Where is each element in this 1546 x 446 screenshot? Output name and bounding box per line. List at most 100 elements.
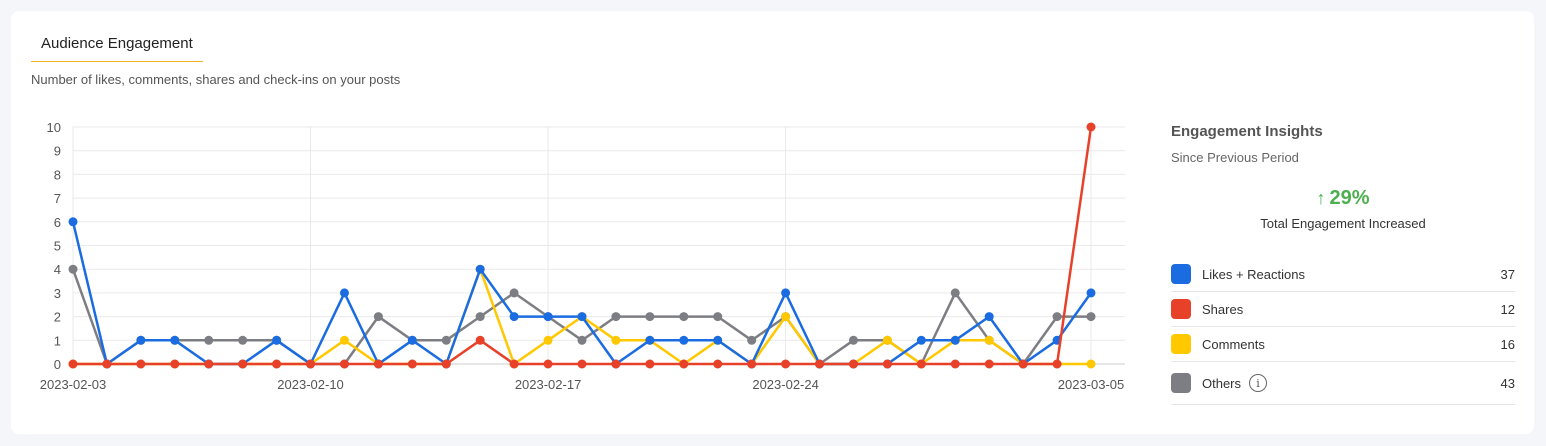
y-tick-label: 8 bbox=[54, 167, 61, 182]
legend-swatch-shares bbox=[1171, 299, 1191, 319]
data-point-others bbox=[441, 335, 451, 345]
data-point-likes-reactions bbox=[781, 288, 791, 298]
data-point-shares bbox=[1086, 122, 1096, 132]
y-tick-label: 5 bbox=[54, 239, 61, 254]
legend-value-others: 43 bbox=[1500, 375, 1515, 391]
data-point-others bbox=[713, 312, 723, 322]
engagement-change: ↑ 29% bbox=[1171, 187, 1515, 210]
data-point-shares bbox=[509, 359, 519, 369]
y-tick-label: 4 bbox=[54, 262, 61, 277]
data-point-shares bbox=[916, 359, 926, 369]
data-point-others bbox=[848, 335, 858, 345]
data-point-others bbox=[577, 335, 587, 345]
data-point-shares bbox=[272, 359, 282, 369]
data-point-likes-reactions bbox=[272, 335, 282, 345]
data-point-likes-reactions bbox=[916, 335, 926, 345]
x-tick-label: 2023-02-24 bbox=[752, 377, 819, 392]
data-point-shares bbox=[407, 359, 417, 369]
data-point-shares bbox=[306, 359, 316, 369]
data-point-others bbox=[645, 312, 655, 322]
data-point-likes-reactions bbox=[407, 335, 417, 345]
data-point-shares bbox=[136, 359, 146, 369]
chart-subtitle: Number of likes, comments, shares and ch… bbox=[31, 72, 401, 87]
legend-item-shares[interactable]: Shares 12 bbox=[1171, 292, 1515, 327]
data-point-shares bbox=[577, 359, 587, 369]
data-point-others bbox=[1086, 312, 1096, 322]
engagement-change-value: 29% bbox=[1329, 187, 1370, 209]
data-point-shares bbox=[238, 359, 248, 369]
data-point-shares bbox=[204, 359, 214, 369]
legend-value-shares: 12 bbox=[1500, 301, 1515, 317]
data-point-shares bbox=[441, 359, 451, 369]
data-point-likes-reactions bbox=[984, 312, 994, 322]
data-point-shares bbox=[102, 359, 112, 369]
legend-item-likes[interactable]: Likes + Reactions 37 bbox=[1171, 257, 1515, 292]
data-point-likes-reactions bbox=[475, 264, 485, 274]
engagement-insights-panel: Engagement Insights Since Previous Perio… bbox=[1171, 123, 1515, 405]
data-point-likes-reactions bbox=[950, 335, 960, 345]
data-point-shares bbox=[645, 359, 655, 369]
legend-item-others[interactable]: Others i 43 bbox=[1171, 362, 1515, 405]
tab-audience-engagement[interactable]: Audience Engagement bbox=[31, 31, 203, 62]
data-point-shares bbox=[373, 359, 383, 369]
x-tick-label: 2023-02-03 bbox=[40, 377, 107, 392]
data-point-comments bbox=[882, 335, 892, 345]
data-point-others bbox=[475, 312, 485, 322]
data-point-shares bbox=[68, 359, 78, 369]
data-point-shares bbox=[950, 359, 960, 369]
arrow-up-icon: ↑ bbox=[1316, 188, 1326, 208]
data-point-likes-reactions bbox=[577, 312, 587, 322]
data-point-others bbox=[1052, 312, 1062, 322]
legend-value-likes: 37 bbox=[1500, 266, 1515, 282]
data-point-shares bbox=[679, 359, 689, 369]
data-point-comments bbox=[611, 335, 621, 345]
data-point-others bbox=[950, 288, 960, 298]
y-tick-label: 7 bbox=[54, 191, 61, 206]
data-point-shares bbox=[747, 359, 757, 369]
y-tick-label: 9 bbox=[54, 144, 61, 159]
legend-label-shares: Shares bbox=[1202, 301, 1244, 317]
data-point-shares bbox=[543, 359, 553, 369]
data-point-shares bbox=[611, 359, 621, 369]
data-point-others bbox=[611, 312, 621, 322]
legend: Likes + Reactions 37 Shares 12 Comments … bbox=[1171, 257, 1515, 405]
legend-swatch-likes bbox=[1171, 264, 1191, 284]
insights-subtitle: Since Previous Period bbox=[1171, 150, 1299, 165]
data-point-shares bbox=[815, 359, 825, 369]
data-point-likes-reactions bbox=[713, 335, 723, 345]
data-point-comments bbox=[339, 335, 349, 345]
legend-label-others: Others bbox=[1202, 375, 1242, 391]
data-point-shares bbox=[339, 359, 349, 369]
x-tick-label: 2023-02-17 bbox=[515, 377, 582, 392]
data-point-shares bbox=[170, 359, 180, 369]
y-tick-label: 6 bbox=[54, 215, 61, 230]
legend-label-likes: Likes + Reactions bbox=[1202, 266, 1305, 282]
data-point-likes-reactions bbox=[679, 335, 689, 345]
data-point-shares bbox=[781, 359, 791, 369]
data-point-shares bbox=[1052, 359, 1062, 369]
info-icon[interactable]: i bbox=[1249, 374, 1268, 392]
data-point-shares bbox=[984, 359, 994, 369]
data-point-likes-reactions bbox=[1086, 288, 1096, 298]
data-point-shares bbox=[1018, 359, 1028, 369]
data-point-shares bbox=[475, 335, 485, 345]
data-point-shares bbox=[882, 359, 892, 369]
x-tick-label: 2023-03-05 bbox=[1058, 377, 1125, 392]
data-point-others bbox=[373, 312, 383, 322]
engagement-line-chart: 0 1 2 3 4 5 6 7 8 9 10 2023-02-03 2023-02-10 2023-02-… bbox=[40, 120, 1125, 392]
legend-item-comments[interactable]: Comments 16 bbox=[1171, 327, 1515, 362]
data-point-others bbox=[68, 264, 78, 274]
data-point-likes-reactions bbox=[136, 335, 146, 345]
y-tick-label: 0 bbox=[54, 357, 61, 372]
data-point-shares bbox=[713, 359, 723, 369]
data-point-others bbox=[238, 335, 248, 345]
data-point-comments bbox=[1086, 359, 1096, 369]
data-point-others bbox=[509, 288, 519, 298]
y-tick-label: 10 bbox=[47, 120, 61, 135]
data-point-comments bbox=[781, 312, 791, 322]
data-point-likes-reactions bbox=[170, 335, 180, 345]
data-point-others bbox=[679, 312, 689, 322]
data-point-shares bbox=[848, 359, 858, 369]
data-point-likes-reactions bbox=[509, 312, 519, 322]
y-tick-label: 2 bbox=[54, 310, 61, 325]
